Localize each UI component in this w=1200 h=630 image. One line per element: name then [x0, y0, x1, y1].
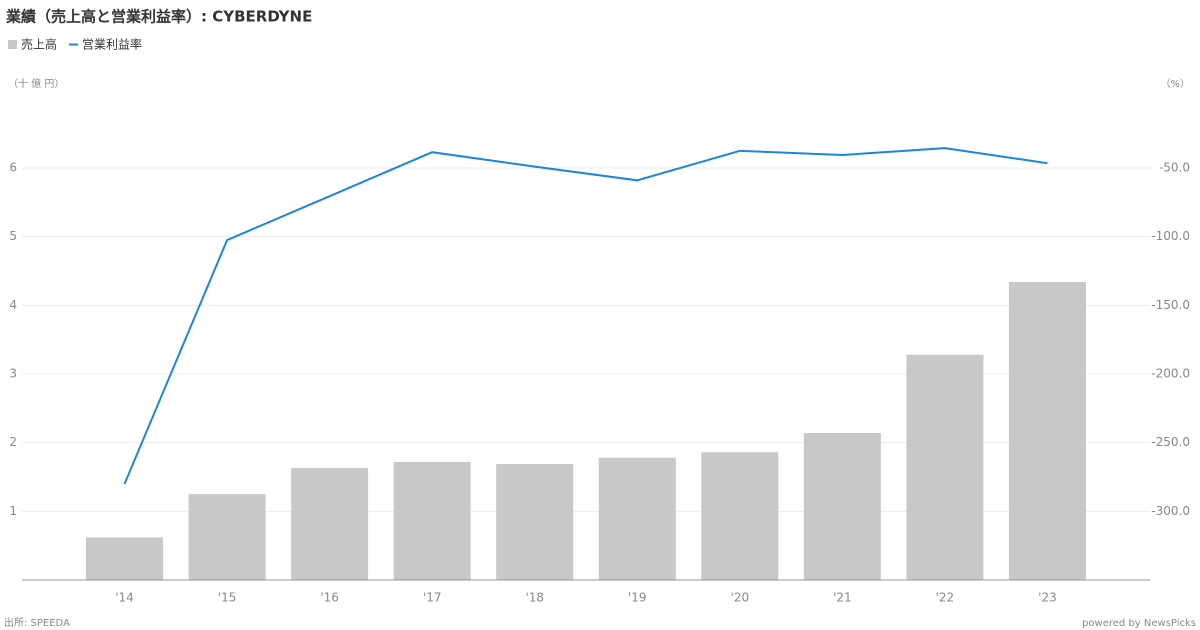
x-tick-label: '23: [1038, 591, 1057, 605]
bar: [803, 433, 881, 580]
x-tick-label: '14: [115, 591, 134, 605]
bar: [291, 468, 369, 580]
bar: [1008, 281, 1086, 580]
bar: [86, 537, 164, 580]
y2-tick-label: -200.0: [1151, 367, 1190, 381]
x-tick-label: '15: [218, 591, 237, 605]
bar: [906, 354, 984, 580]
y-tick-label: 6: [9, 161, 17, 175]
credit: powered by NewsPicks: [1082, 618, 1196, 629]
x-tick-label: '22: [936, 591, 955, 605]
bar: [598, 457, 676, 580]
y2-tick-label: -100.0: [1151, 229, 1190, 243]
y-tick-label: 1: [9, 504, 17, 518]
legend-swatch: [8, 40, 17, 49]
y-tick-label: 2: [9, 435, 17, 449]
y-unit: （十 億 円）: [8, 77, 64, 90]
bar: [393, 461, 471, 580]
x-tick-label: '18: [525, 591, 544, 605]
x-tick-label: '17: [423, 591, 442, 605]
bar: [701, 452, 779, 580]
x-tick-label: '21: [833, 591, 852, 605]
y-tick-label: 5: [9, 229, 17, 243]
chart-title: 業績（売上高と営業利益率）: CYBERDYNE: [5, 8, 312, 26]
y2-tick-label: -300.0: [1151, 504, 1190, 518]
legend-label: 売上高: [21, 37, 57, 52]
line: [123, 147, 1048, 485]
x-tick-label: '19: [628, 591, 647, 605]
x-tick-label: '20: [731, 591, 750, 605]
x-tick-label: '16: [320, 591, 339, 605]
y2-tick-label: -50.0: [1159, 161, 1190, 175]
y-tick-label: 3: [9, 367, 17, 381]
bar: [188, 494, 266, 580]
source: 出所: SPEEDA: [4, 616, 70, 629]
y2-tick-label: -250.0: [1151, 435, 1190, 449]
y2-unit: （%）: [1160, 78, 1190, 90]
legend-label: 営業利益率: [82, 37, 142, 52]
y2-tick-label: -150.0: [1151, 298, 1190, 312]
bar: [496, 463, 574, 580]
y-tick-label: 4: [9, 298, 17, 312]
